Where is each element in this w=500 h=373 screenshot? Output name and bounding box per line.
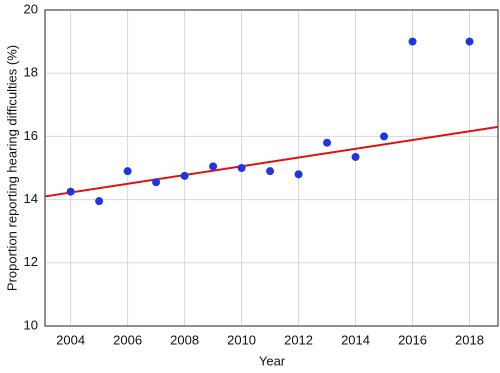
data-point xyxy=(152,178,161,187)
data-point xyxy=(408,37,417,46)
regression-line xyxy=(44,125,499,198)
data-point xyxy=(323,138,332,147)
data-point xyxy=(294,170,303,179)
y-tick-label: 12 xyxy=(24,254,38,269)
data-point xyxy=(66,187,75,196)
y-tick-label: 14 xyxy=(24,191,38,206)
x-tick-label: 2018 xyxy=(455,332,484,347)
x-tick-label: 2008 xyxy=(170,332,199,347)
plot-frame xyxy=(44,9,499,327)
y-tick-label: 10 xyxy=(24,317,38,332)
y-tick-label: 20 xyxy=(24,1,38,16)
data-point xyxy=(123,167,132,176)
data-point xyxy=(209,162,218,171)
x-tick-label: 2016 xyxy=(398,332,427,347)
data-point xyxy=(380,132,389,141)
x-tick-label: 2012 xyxy=(284,332,313,347)
x-axis-label: Year xyxy=(259,353,286,368)
x-tick-label: 2010 xyxy=(227,332,256,347)
x-tick-label: 2006 xyxy=(113,332,142,347)
x-tick-label: 2014 xyxy=(341,332,370,347)
x-tick-label: 2004 xyxy=(56,332,85,347)
data-point xyxy=(465,37,474,46)
data-point xyxy=(180,171,189,180)
data-point xyxy=(351,152,360,161)
y-axis-label: Proportion reporting hearing difficultie… xyxy=(4,45,19,291)
data-point xyxy=(95,197,104,206)
y-tick-label: 16 xyxy=(24,128,38,143)
data-point xyxy=(266,167,275,176)
data-point xyxy=(237,164,246,172)
y-tick-label: 18 xyxy=(24,65,38,80)
